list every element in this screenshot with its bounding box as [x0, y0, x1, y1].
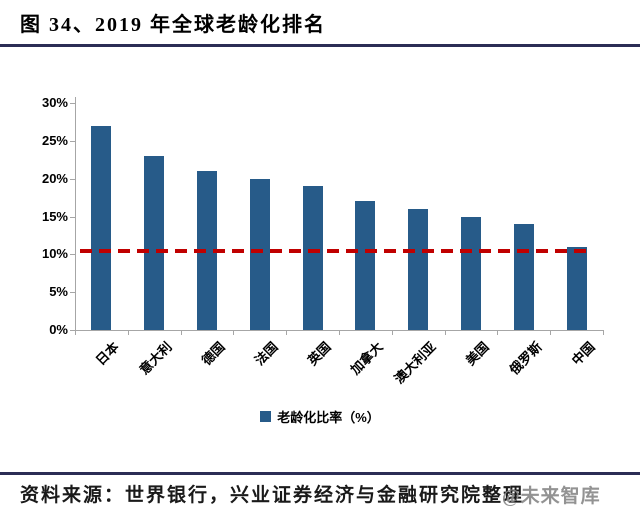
y-axis-tick	[70, 140, 75, 142]
y-axis-label: 10%	[41, 246, 68, 262]
x-axis-tick	[550, 330, 552, 335]
x-axis-label: 加拿大	[347, 339, 387, 378]
watermark: @未来智库	[502, 486, 601, 507]
x-axis-tick	[180, 330, 182, 335]
x-axis-label: 澳大利亚	[391, 339, 439, 387]
x-axis-tick	[339, 330, 340, 335]
y-axis-line	[75, 97, 76, 330]
x-axis-label: 意大利	[136, 339, 175, 378]
legend-swatch	[260, 411, 272, 422]
y-axis-label: 0%	[49, 322, 68, 337]
x-axis-label: 中国	[568, 339, 598, 369]
chart-bar	[144, 155, 165, 330]
x-axis-tick	[497, 330, 499, 335]
x-axis-label: 德国	[198, 339, 228, 369]
x-axis-tick	[603, 330, 604, 335]
chart-bar	[355, 201, 376, 330]
x-axis-label: 俄罗斯	[506, 339, 545, 378]
source-divider	[0, 472, 640, 475]
chart-bar	[91, 125, 112, 330]
chart-bar	[461, 216, 481, 330]
y-axis-tick	[70, 254, 75, 256]
x-axis-tick	[75, 330, 76, 335]
title-divider	[0, 44, 640, 47]
y-axis-label: 20%	[41, 170, 68, 186]
x-axis-label: 日本	[93, 339, 123, 369]
x-axis-tick	[233, 330, 235, 335]
y-axis-label: 5%	[49, 284, 68, 300]
x-axis-label: 美国	[462, 339, 492, 369]
chart-bar	[513, 224, 534, 330]
x-axis-label: 英国	[304, 339, 334, 369]
y-axis-tick	[70, 103, 75, 104]
chart-bar	[249, 178, 270, 330]
x-axis-tick	[391, 330, 393, 335]
chart-bar	[302, 186, 323, 330]
y-axis-tick	[70, 216, 75, 218]
y-axis-label: 25%	[41, 132, 68, 148]
x-axis-label: 法国	[251, 339, 281, 369]
x-axis-tick	[127, 330, 129, 335]
y-axis-tick	[70, 292, 75, 294]
y-axis-tick	[70, 330, 75, 331]
x-axis-tick	[444, 330, 446, 335]
chart-bar	[566, 246, 587, 330]
y-axis-label: 30%	[41, 95, 68, 110]
y-axis-tick	[70, 178, 75, 180]
y-axis-label: 15%	[41, 208, 68, 224]
legend-label: 老龄化比率（%）	[277, 410, 380, 425]
x-axis-tick	[286, 330, 288, 335]
source-line: 资料来源：世界银行，兴业证券经济与金融研究院整理	[20, 485, 525, 506]
chart-bar	[408, 208, 429, 330]
chart-legend: 老龄化比率（%）	[0, 407, 640, 426]
reference-line	[80, 248, 590, 253]
figure-title: 图 34、2019 年全球老龄化排名	[20, 14, 326, 36]
